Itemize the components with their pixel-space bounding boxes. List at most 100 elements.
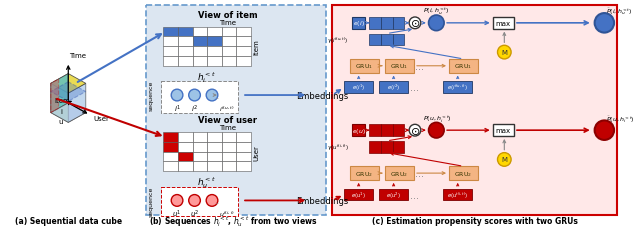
Bar [207,57,221,67]
Bar [163,37,178,47]
Bar [236,133,251,142]
Bar [178,142,193,152]
Bar [221,142,236,152]
Bar [236,152,251,162]
Bar [146,6,326,215]
Circle shape [409,18,421,30]
Text: ...: ... [415,61,424,71]
Text: $e(u)$: $e(u)$ [351,126,365,135]
Text: $e(i^{t(u,t)})$: $e(i^{t(u,t)})$ [447,83,468,93]
Bar [221,28,236,37]
Bar [178,37,193,47]
Bar [449,167,478,180]
Text: sequence: sequence [148,185,154,216]
Bar [193,28,207,37]
Text: GRU$_1$: GRU$_1$ [454,62,472,71]
Bar [178,152,193,162]
Circle shape [497,153,511,167]
Bar [163,152,178,162]
Polygon shape [51,103,86,123]
Text: $u^2$: $u^2$ [190,208,199,219]
Text: User: User [253,144,260,160]
Text: ..: .. [214,196,220,205]
Text: User: User [93,115,109,121]
Bar [381,141,392,153]
Text: $e(i^2)$: $e(i^2)$ [387,83,400,93]
Text: Time: Time [219,125,236,131]
Bar [369,141,381,153]
Text: $\gamma(u^{t(i,t)})$: $\gamma(u^{t(i,t)})$ [327,142,349,152]
Circle shape [497,46,511,60]
Text: $e(u^1)$: $e(u^1)$ [351,190,366,200]
Text: max: max [496,21,511,27]
Bar [352,125,365,137]
Bar [236,142,251,152]
Bar [193,37,207,47]
Text: $P(i, h_u^{<t})$: $P(i, h_u^{<t})$ [423,7,449,17]
Bar [392,141,404,153]
Text: Time: Time [69,53,86,59]
Bar [207,37,221,47]
Text: GRU$_2$: GRU$_2$ [390,169,408,178]
Bar [163,162,178,171]
Bar [443,189,472,201]
Bar [236,162,251,171]
Bar [493,125,514,137]
Bar [161,187,238,216]
Text: $\odot$: $\odot$ [410,125,420,136]
Bar [163,142,178,152]
Bar [369,125,381,137]
Text: $i^1$: $i^1$ [173,104,180,115]
Bar [207,152,221,162]
Bar [193,133,207,142]
Bar [392,18,404,30]
Polygon shape [51,84,68,123]
Bar [207,162,221,171]
Bar [344,82,373,94]
Text: Embeddings: Embeddings [296,91,349,100]
Text: ...: ... [410,190,419,200]
Text: M: M [501,157,508,163]
Text: GRU$_1$: GRU$_1$ [390,62,408,71]
Bar [381,34,392,46]
Bar [350,167,379,180]
Bar [163,133,178,142]
Bar [221,152,236,162]
Text: $\tilde{P}(i, h_u^{<t})$: $\tilde{P}(i, h_u^{<t})$ [606,7,633,17]
Bar [379,189,408,201]
Bar [207,47,221,57]
Text: $\gamma(i^{t(u,t)})$: $\gamma(i^{t(u,t)})$ [328,35,349,45]
Circle shape [189,90,200,101]
Bar [221,57,236,67]
Bar [163,47,178,57]
Text: GRU$_1$: GRU$_1$ [355,62,374,71]
Bar [221,47,236,57]
Text: $e(i)$: $e(i)$ [353,19,365,28]
Text: ...: ... [415,168,424,178]
Polygon shape [51,74,68,113]
Bar [193,142,207,152]
Bar [449,60,478,73]
Text: (b) Sequences $h_i^{<t}$, $h_u^{<t}$ from two views: (b) Sequences $h_i^{<t}$, $h_u^{<t}$ fro… [149,213,317,228]
Bar [493,18,514,30]
Bar [443,82,472,94]
Circle shape [429,16,444,31]
Text: i: i [60,109,62,115]
Bar [236,37,251,47]
Bar [369,34,381,46]
Bar [193,57,207,67]
Bar [193,162,207,171]
Text: Time: Time [219,20,236,26]
Text: GRU$_2$: GRU$_2$ [355,169,374,178]
Bar [221,133,236,142]
Polygon shape [51,82,86,102]
Bar [163,57,178,67]
Bar [163,28,178,37]
Circle shape [206,195,218,206]
Text: $u^{t(i,t)}$: $u^{t(i,t)}$ [218,209,235,218]
Text: Item: Item [253,39,260,55]
Bar [207,28,221,37]
Text: $e(u^{t(i,t)})$: $e(u^{t(i,t)})$ [447,190,468,200]
Bar [221,37,236,47]
Text: $h_u^{<t}$: $h_u^{<t}$ [196,175,216,189]
